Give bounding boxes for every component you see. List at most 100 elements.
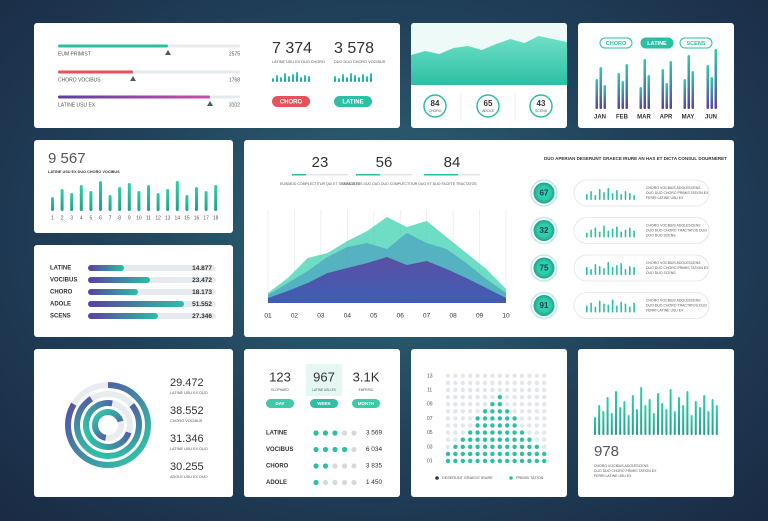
toggle[interactable] [640, 37, 674, 49]
dot [519, 394, 525, 400]
dot [512, 394, 517, 400]
dot [475, 380, 480, 386]
x-tick-label: 13 [165, 215, 171, 221]
toggle[interactable] [679, 37, 713, 49]
fill [88, 301, 184, 307]
bar [366, 76, 368, 82]
button[interactable] [266, 399, 294, 408]
bar [586, 305, 588, 313]
dot [519, 402, 525, 407]
panel-svg: 29.472 LATINE USU EX DUO 38.552 CHORO VOCIB… [65, 377, 208, 479]
bar [598, 405, 601, 435]
x-tick-label: 10 [136, 215, 142, 221]
bar [304, 75, 306, 82]
dot [351, 446, 357, 453]
dot [468, 416, 473, 421]
panel-main: 23 EUISMOD COMPLECTITUR QUI ET SEA FACETE… [244, 140, 734, 337]
bar [334, 76, 336, 82]
bar [60, 189, 64, 211]
dot [482, 451, 488, 457]
button-label: LATINE [342, 100, 363, 106]
bar [603, 192, 605, 200]
x-tick-label: 9 [128, 215, 131, 221]
dot [512, 380, 517, 386]
stat-value: 84 [444, 154, 461, 171]
dot [351, 479, 357, 486]
dot [460, 402, 465, 407]
toggle[interactable] [599, 37, 633, 49]
dot [453, 416, 458, 421]
button[interactable] [272, 96, 310, 107]
x-tick-label: 3 [70, 215, 73, 221]
dot [445, 444, 451, 449]
ring-value: 31.346 [170, 433, 204, 445]
bar [362, 74, 364, 82]
dot [497, 437, 502, 442]
bar [629, 306, 631, 313]
dot [542, 409, 547, 414]
stat-caption: EMPERIO [359, 388, 374, 392]
panel-svg: CHORO LATINE SCENS JAN FEB MAR APR MAY JUN [594, 37, 717, 121]
bar [296, 72, 298, 82]
dot [527, 437, 532, 442]
badge-ring [530, 291, 558, 320]
bar [617, 73, 620, 109]
x-tick-label: 01 [264, 313, 272, 320]
row-text: DUO DUO CHORO TRACTATOS DUO [646, 303, 707, 307]
dot [445, 423, 451, 428]
dot [490, 380, 495, 386]
badge [533, 295, 555, 316]
caption: DUO DUO CHORO PRIMIS TATION EX [594, 469, 657, 473]
bar [358, 77, 360, 82]
bar [342, 74, 344, 82]
stat-value: 123 [269, 369, 291, 384]
circle-value: 84 [431, 99, 440, 108]
bar [669, 61, 672, 109]
x-tick-label: JUN [705, 115, 717, 121]
panel-periods: 123 ELOPHARD DAY 967 LATINE USU EX WEEK 3.1K EM… [244, 349, 400, 497]
progress-fill [58, 95, 210, 99]
bar [118, 187, 122, 211]
dot [460, 437, 465, 442]
dot [322, 430, 329, 436]
bar [594, 227, 597, 238]
dot [475, 373, 480, 378]
badge-ring [530, 254, 558, 282]
bar [89, 191, 93, 211]
bar [185, 195, 189, 211]
dot-column [445, 373, 451, 464]
row-text: CHORO VOCIBUS ADOLESCENS [646, 223, 701, 227]
row-text: DUO DUO CHORO PRIMIS TATION EX [646, 191, 709, 195]
dot [445, 373, 451, 378]
dots [313, 446, 357, 453]
bar [598, 189, 601, 200]
dot [332, 479, 338, 486]
button[interactable] [352, 399, 380, 408]
panel-summary: 978 CHORO VOCIBUS ADOLESCENS DUO DUO CHORO… [578, 349, 734, 497]
bar [338, 78, 340, 82]
fill [88, 265, 124, 271]
badge [533, 182, 555, 204]
dot [512, 402, 517, 407]
dot [482, 373, 488, 378]
bar [711, 399, 714, 435]
toggle-label: SCENS [687, 41, 706, 47]
badge [533, 257, 555, 279]
button[interactable] [310, 399, 338, 408]
button[interactable] [334, 96, 372, 107]
dot [475, 423, 480, 428]
dot [322, 479, 329, 486]
bar [79, 185, 83, 211]
stat-value: 23 [312, 154, 329, 171]
bar [156, 193, 160, 211]
ring-label: CHORO VOCIBUS [170, 419, 203, 423]
dot [505, 373, 510, 378]
badge-value: 67 [540, 189, 549, 198]
dot [534, 458, 539, 464]
dot-column [497, 373, 502, 464]
dot [453, 380, 458, 386]
dot [519, 409, 525, 414]
dot [512, 373, 517, 378]
dot [512, 387, 517, 393]
